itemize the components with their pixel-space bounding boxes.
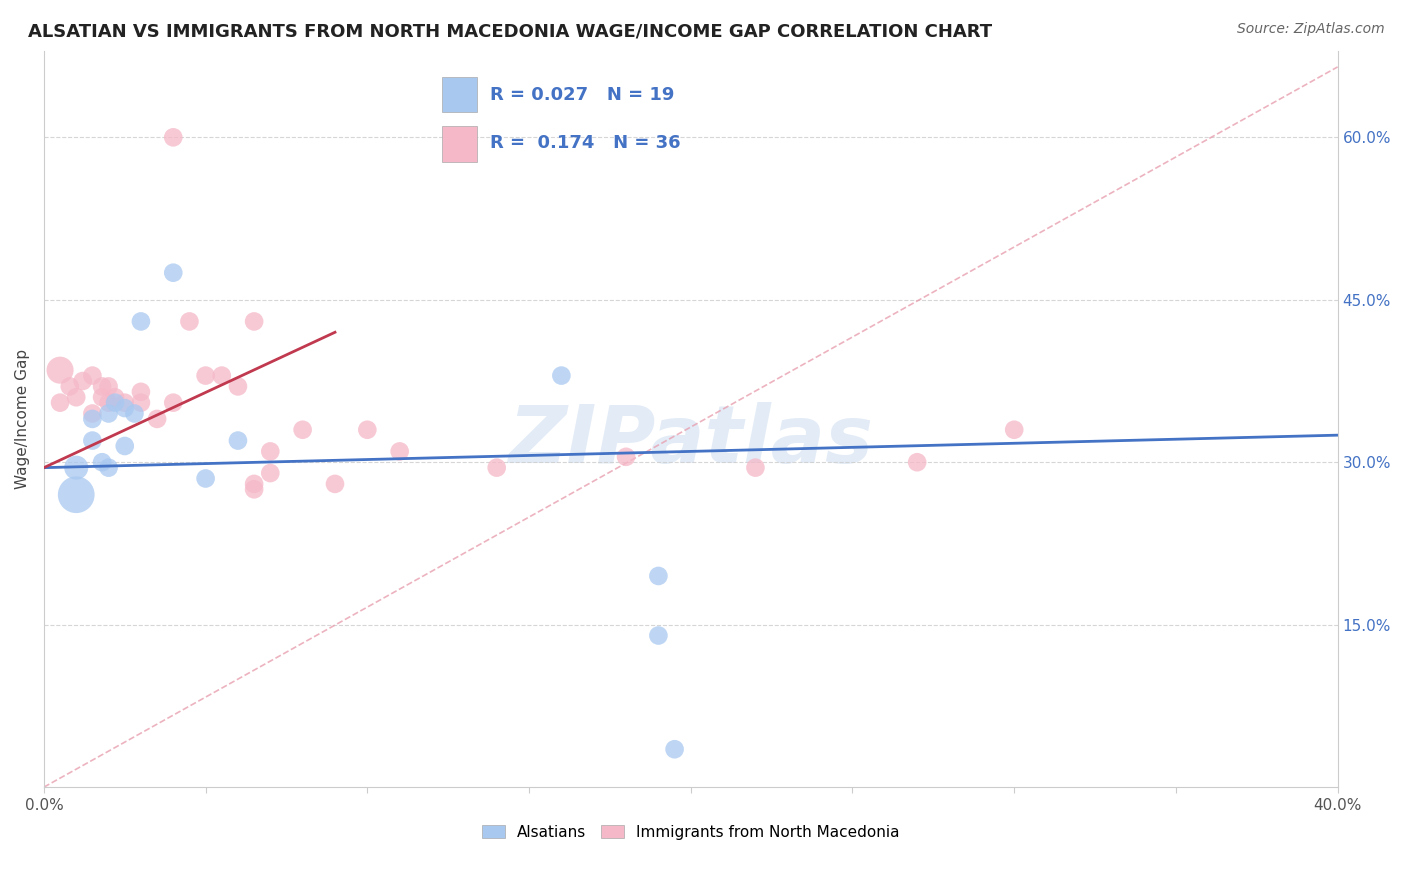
Point [97,407,120,421]
Point [82,412,104,426]
Point [291,423,314,437]
Point [550,368,572,383]
Point [72,374,94,388]
Point [124,407,146,421]
Point [146,412,169,426]
Point [97,379,120,393]
Point [114,395,136,409]
Point [485,460,508,475]
Point [82,407,104,421]
Point [179,314,201,328]
Point [614,450,637,464]
Point [49,363,72,377]
Point [1002,423,1025,437]
Point [49,395,72,409]
Text: ALSATIAN VS IMMIGRANTS FROM NORTH MACEDONIA WAGE/INCOME GAP CORRELATION CHART: ALSATIAN VS IMMIGRANTS FROM NORTH MACEDO… [28,22,993,40]
Point [129,314,152,328]
Point [226,379,249,393]
Y-axis label: Wage/Income Gap: Wage/Income Gap [15,349,30,489]
Point [114,439,136,453]
Point [243,314,266,328]
Point [211,368,233,383]
Point [744,460,766,475]
Point [323,476,346,491]
Point [104,390,127,404]
Point [647,628,669,642]
Point [59,379,82,393]
Point [259,444,281,458]
Point [91,379,114,393]
Point [162,130,184,145]
Point [243,483,266,497]
Point [104,395,127,409]
Point [356,423,378,437]
Point [243,476,266,491]
Point [162,395,184,409]
Point [647,569,669,583]
Point [97,460,120,475]
Point [129,384,152,399]
Point [82,368,104,383]
Point [664,742,686,756]
Text: Source: ZipAtlas.com: Source: ZipAtlas.com [1237,22,1385,37]
Text: ZIPatlas: ZIPatlas [508,402,873,480]
Point [91,455,114,469]
Point [65,390,87,404]
Legend: Alsatians, Immigrants from North Macedonia: Alsatians, Immigrants from North Macedon… [475,819,905,846]
Point [905,455,928,469]
Point [82,434,104,448]
Point [65,488,87,502]
Point [162,266,184,280]
Point [194,471,217,485]
Point [388,444,411,458]
Point [259,466,281,480]
Point [194,368,217,383]
Point [226,434,249,448]
Point [65,460,87,475]
Point [97,395,120,409]
Point [129,395,152,409]
Point [114,401,136,415]
Point [91,390,114,404]
